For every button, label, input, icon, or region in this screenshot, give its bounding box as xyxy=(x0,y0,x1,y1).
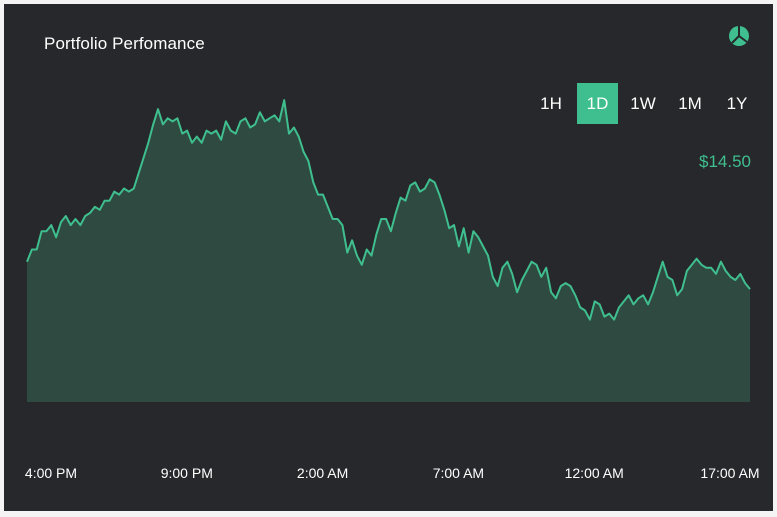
x-tick-label: 7:00 AM xyxy=(433,465,484,481)
performance-chart: 4:00 PM 9:00 PM 2:00 AM 7:00 AM 12:00 AM 17:0… xyxy=(25,99,760,481)
chart-area-fill xyxy=(27,100,750,402)
chart-series-line xyxy=(26,99,751,321)
range-button-1y[interactable]: 1Y xyxy=(726,93,748,113)
x-axis-ticks: 4:00 PM 9:00 PM 2:00 AM 7:00 AM 12:00 AM 17:0… xyxy=(25,465,760,481)
portfolio-card: Portfolio Perfomance 1H 1D 1W 1M 1Y $14.… xyxy=(4,4,773,511)
card-title: Portfolio Perfomance xyxy=(44,34,205,53)
x-tick-label: 17:00 AM xyxy=(700,465,759,481)
range-button-1h[interactable]: 1H xyxy=(540,93,562,113)
pie-chart-icon[interactable] xyxy=(728,25,750,47)
time-range-selector: 1H 1D 1W 1M 1Y xyxy=(528,83,761,124)
x-tick-label: 2:00 AM xyxy=(297,465,348,481)
x-tick-label: 12:00 AM xyxy=(565,465,624,481)
x-tick-label: 9:00 PM xyxy=(161,465,213,481)
x-tick-label: 4:00 PM xyxy=(25,465,77,481)
current-value: $14.50 xyxy=(699,152,751,171)
range-button-1m[interactable]: 1M xyxy=(678,93,702,113)
range-button-1d[interactable]: 1D xyxy=(577,83,618,124)
range-button-1w[interactable]: 1W xyxy=(630,93,656,113)
